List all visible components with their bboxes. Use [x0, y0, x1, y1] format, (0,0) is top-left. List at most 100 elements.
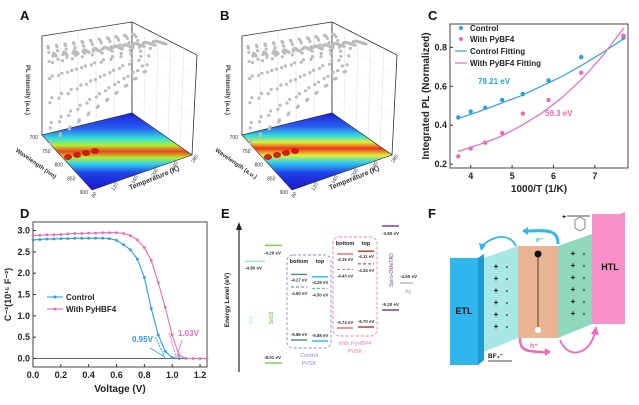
pl-spectrum-point: [69, 109, 73, 113]
series-line: [32, 232, 207, 360]
vb-level-label: -5.70 eV: [358, 319, 374, 324]
pl-spectrum-point: [322, 76, 326, 80]
fermi-level-label: -4.50 eV: [312, 292, 328, 297]
pl-spectrum-point: [264, 43, 268, 48]
sno2-label: SnO2: [269, 311, 275, 324]
hole-dot: [535, 327, 541, 333]
voltage-annotation-control: 0.95V: [132, 335, 154, 344]
spiro-lumo-label: -3.80 eV: [382, 231, 399, 236]
pl-spectrum-point: [337, 45, 341, 49]
pl-spectrum-point: [147, 54, 151, 58]
pl-spectrum-point: [100, 47, 104, 51]
pl-spectrum-point: [85, 101, 89, 105]
pl-spectrum-point: [307, 86, 311, 90]
plus-charge: +: [494, 262, 499, 271]
electron-transfer-arrowhead: [479, 243, 486, 251]
hole-arrow: [518, 337, 546, 354]
pl-spectrum-point: [274, 53, 278, 57]
pl-spectrum-point: [140, 44, 144, 48]
data-point: [129, 234, 132, 238]
data-point: [546, 97, 551, 103]
data-point: [621, 33, 626, 38]
pl-spectrum-point: [294, 95, 298, 99]
data-point: [94, 231, 98, 235]
pl-spectrum-point: [299, 60, 303, 64]
pl-spectrum-point: [115, 36, 119, 40]
data-point: [38, 233, 42, 237]
minus-charge: -: [506, 286, 509, 295]
y-tick-label: 750: [42, 149, 51, 155]
pl-spectrum-point: [257, 96, 261, 100]
data-point: [520, 111, 526, 116]
pl-spectrum-point: [99, 60, 103, 64]
pl-spectrum-point: [290, 53, 294, 57]
data-point: [191, 357, 195, 360]
pl-spectrum-point: [326, 74, 330, 78]
pl-spectrum-point: [93, 78, 97, 82]
pl-spectrum-point: [265, 70, 270, 74]
y-axis-label: Wavelength (a.u.): [215, 148, 258, 181]
x-tick-label: 0.6: [110, 370, 123, 380]
minus-charge: -: [583, 297, 586, 306]
pl-spectrum-point: [264, 47, 268, 51]
x-tick-label: 80: [291, 191, 299, 199]
pl-spectrum-point: [89, 79, 93, 83]
legend-label: With PyHBF4: [66, 305, 117, 314]
column-header: bottom: [290, 259, 309, 265]
pl-spectrum-point: [289, 79, 293, 83]
hole-label: h⁺: [530, 343, 538, 350]
pl-spectrum-point: [145, 63, 149, 67]
data-point: [156, 281, 160, 284]
pl-spectrum-point: [73, 46, 77, 50]
pl-spectrum-point: [289, 63, 293, 67]
pvsk-group-name: PVSK: [348, 349, 363, 355]
pl-spectrum-point: [273, 46, 277, 50]
pl-spectrum-point: [57, 120, 62, 124]
data-point: [45, 237, 49, 241]
bf4-anion-label: BF₄⁻: [488, 353, 504, 360]
pl-spectrum-point: [70, 57, 74, 61]
pl-3d-plot-b: PL Intensity (a.u.) 700 750 800 850 900 80 120 1…: [214, 21, 400, 199]
panel-label-b: B: [220, 8, 230, 23]
pl-spectrum-point: [80, 66, 84, 70]
pl-spectrum-point: [293, 78, 297, 82]
plus-charge: +: [494, 310, 499, 319]
tangent-pyhbf4: [168, 332, 177, 359]
pl-spectrum-point: [136, 39, 140, 43]
pl-spectrum-point: [126, 74, 130, 78]
pl-spectrum-point: [279, 83, 283, 87]
pl-spectrum-point: [334, 35, 338, 39]
y-tick-label: 750: [242, 149, 251, 155]
legend-marker: [53, 307, 57, 311]
pl-spectrum-point: [153, 43, 157, 47]
energy-level-diagram: Energy Level (eV) -4.80 eV ITO -4.29 eV -8.0…: [224, 222, 417, 372]
pl-spectrum-point: [128, 48, 132, 52]
legend-marker: [459, 26, 463, 30]
pl-spectrum-point: [298, 49, 302, 53]
data-point: [59, 237, 63, 241]
x-tick-label: 120: [111, 182, 120, 192]
etl-label: ETL: [456, 306, 474, 316]
spiro-label: Spiro-OMeTAD: [389, 253, 395, 287]
legend-label: With PyBF4: [470, 35, 515, 44]
x-tick-label: 200: [351, 168, 360, 178]
annotation-arrow: [176, 339, 183, 357]
y-tick-label: 1.5: [17, 290, 30, 300]
pl-spectrum-point: [127, 41, 131, 45]
y-tick-label: 700: [230, 135, 239, 141]
data-point: [184, 357, 188, 360]
pl-spectrum-point: [46, 46, 51, 50]
activation-energy-pybf4: 59.3 eV: [545, 109, 573, 118]
pvsk-group-name: Control: [300, 353, 318, 359]
ito-label: ITO: [249, 316, 255, 324]
pl-spectrum-point: [65, 53, 69, 57]
pl-spectrum-point: [318, 66, 322, 71]
pl-spectrum-point: [49, 120, 54, 125]
heatmap-hotspot: [264, 154, 272, 160]
data-point: [170, 333, 174, 337]
pl-spectrum-point: [92, 61, 96, 65]
pl-spectrum-point: [89, 63, 93, 67]
y-tick-label: 800: [55, 163, 64, 169]
pl-spectrum-point: [51, 60, 55, 65]
data-point: [156, 333, 160, 337]
